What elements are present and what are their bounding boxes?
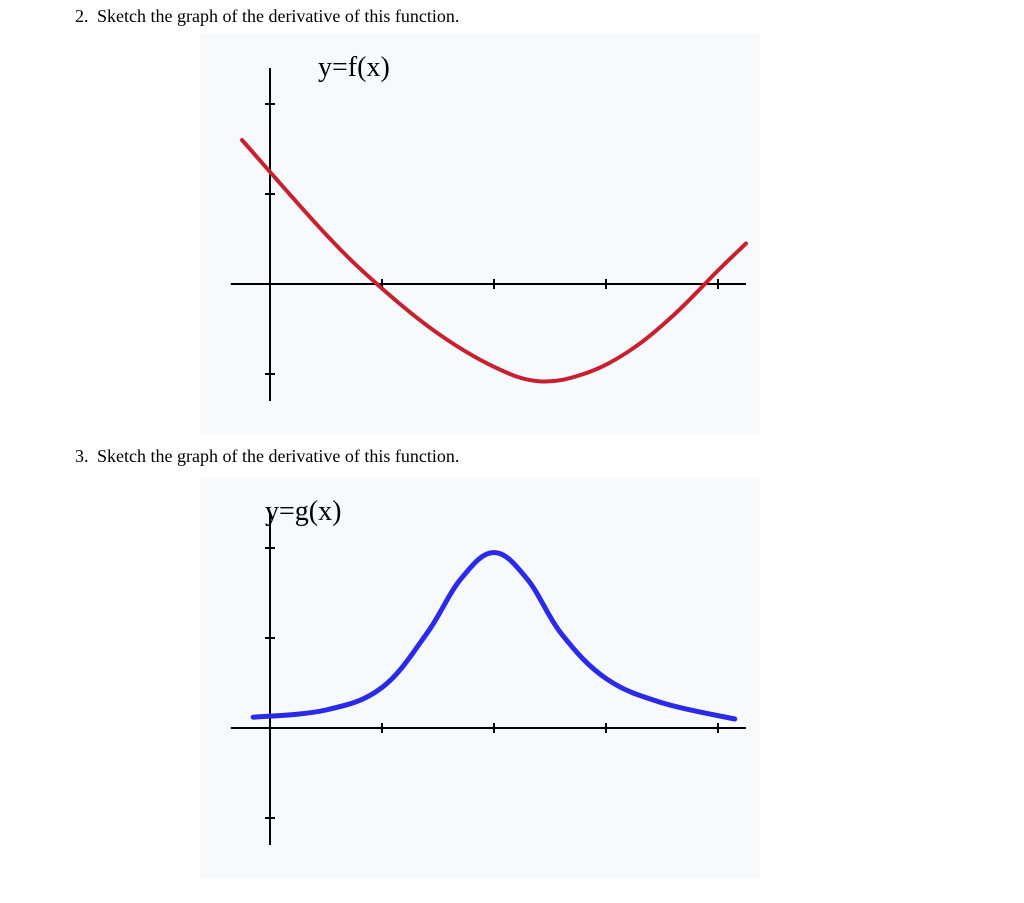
chart-f-curve (242, 140, 746, 381)
problem-2-text: Sketch the graph of the derivative of th… (97, 6, 459, 27)
chart-f-svg (200, 34, 760, 434)
chart-g-background: y=g(x) (200, 478, 760, 878)
chart-g-curve (253, 553, 735, 720)
problem-2-number: 2. (75, 6, 89, 27)
chart-g-svg (200, 478, 760, 878)
problem-3-number: 3. (75, 446, 89, 467)
page: 2. Sketch the graph of the derivative of… (0, 0, 1024, 903)
chart-f-background: y=f(x) (200, 34, 760, 434)
problem-3-text: Sketch the graph of the derivative of th… (97, 446, 459, 467)
